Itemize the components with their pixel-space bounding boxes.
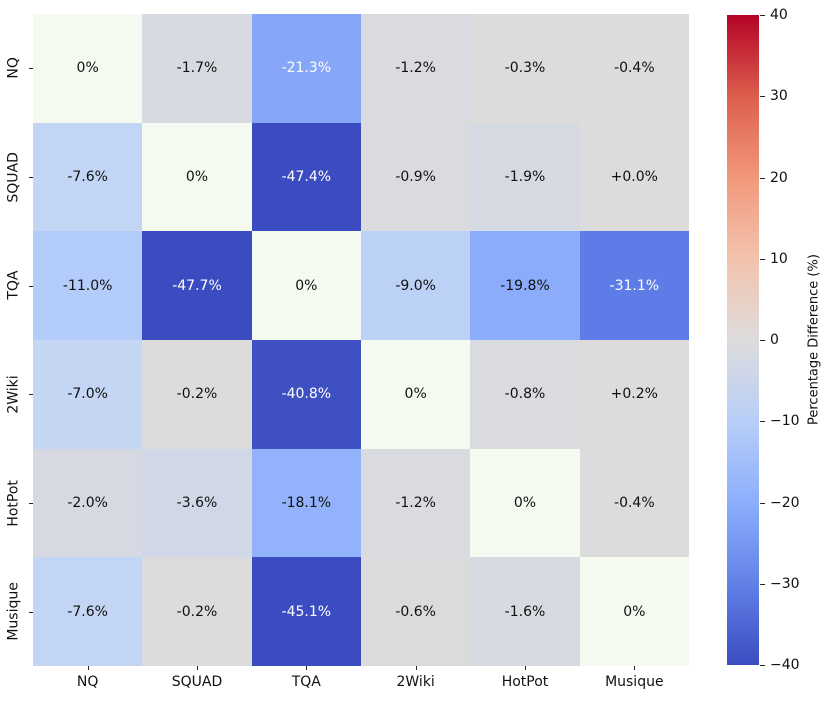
heatmap-cell: -11.0% (33, 231, 143, 340)
heatmap-cell: -0.8% (470, 339, 580, 449)
heatmap-cell: -7.6% (33, 122, 143, 232)
heatmap-cell: -9.0% (361, 231, 471, 340)
heatmap-cell: -0.2% (142, 557, 252, 666)
y-axis-label: HotPot (5, 479, 22, 527)
heatmap-cell: -3.6% (142, 448, 252, 558)
x-axis-tick (87, 666, 89, 670)
y-axis-tick (29, 177, 33, 178)
heatmap-cell: 0% (470, 448, 580, 558)
colorbar-tick (760, 421, 765, 423)
heatmap-cell: -1.7% (142, 14, 252, 123)
heatmap-cell: -45.1% (251, 557, 361, 666)
y-axis-label: NQ (5, 57, 22, 80)
heatmap-cell: 0% (142, 122, 252, 232)
heatmap-cell: -0.2% (142, 339, 252, 449)
colorbar-tick (760, 340, 765, 341)
heatmap-cell: -21.3% (251, 14, 361, 123)
colorbar-tick-label: −30 (770, 575, 800, 592)
colorbar-tick-label: −10 (770, 413, 800, 430)
heatmap-cell: -47.7% (142, 231, 252, 340)
heatmap-cell: -2.0% (33, 448, 143, 558)
colorbar-tick (760, 665, 765, 666)
heatmap-cell: -1.9% (470, 122, 580, 232)
y-axis-tick (29, 611, 33, 613)
heatmap-cell: -0.4% (579, 448, 689, 558)
x-axis-tick (525, 666, 526, 670)
heatmap-cell: -7.0% (33, 339, 143, 449)
heatmap-cell: 0% (361, 339, 471, 449)
x-axis-label: HotPot (501, 674, 549, 690)
x-axis-tick (306, 666, 308, 670)
y-axis-tick (29, 394, 33, 396)
colorbar-tick (760, 15, 765, 16)
x-axis-label: NQ (76, 674, 99, 690)
y-axis-tick (29, 285, 33, 287)
x-axis-tick (197, 666, 198, 670)
heatmap-cell: -31.1% (579, 231, 689, 340)
colorbar-axis-label: Percentage Difference (%) (806, 254, 822, 426)
x-axis-tick (415, 666, 417, 670)
heatmap-cell: -1.2% (361, 14, 471, 123)
heatmap-cell: +0.2% (579, 339, 689, 449)
x-axis-label: TQA (291, 674, 321, 690)
colorbar-tick (760, 96, 765, 98)
y-axis-tick (29, 503, 33, 504)
heatmap-cell: -47.4% (251, 122, 361, 232)
heatmap-cell: -19.8% (470, 231, 580, 340)
y-axis-label: 2Wiki (5, 375, 22, 414)
heatmap-cell: -7.6% (33, 557, 143, 666)
colorbar-tick (760, 583, 765, 585)
heatmap-cell: -0.3% (470, 14, 580, 123)
colorbar-tick-label: 0 (770, 332, 779, 348)
heatmap-cell: -0.9% (361, 122, 471, 232)
y-axis-tick (29, 68, 33, 70)
heatmap-cell: 0% (33, 14, 143, 123)
colorbar-tick (760, 258, 765, 260)
colorbar-tick-label: −20 (770, 494, 800, 511)
heatmap-grid: 0% -1.7% -21.3% -1.2% -0.3% -0.4% -7.6% 0% -47.4… (33, 14, 689, 666)
colorbar-tick (760, 177, 765, 179)
heatmap-cell: -1.6% (470, 557, 580, 666)
colorbar-tick-label: −40 (770, 657, 800, 673)
x-axis-tick (634, 666, 636, 670)
x-axis-label: Musique (605, 674, 664, 690)
heatmap-cell: -18.1% (251, 448, 361, 558)
colorbar-tick-label: 20 (770, 169, 788, 186)
x-axis-label: SQUAD (171, 674, 223, 690)
colorbar-tick-label: 10 (770, 250, 788, 267)
colorbar-tick-label: 30 (770, 88, 788, 105)
colorbar-tick-label: 40 (770, 7, 788, 23)
colorbar-gradient (727, 15, 759, 665)
heatmap-cell: -1.2% (361, 448, 471, 558)
heatmap-cell: -0.6% (361, 557, 471, 666)
heatmap-cell: 0% (251, 231, 361, 340)
y-axis-label: Musique (5, 582, 22, 641)
y-axis-label: SQUAD (5, 151, 22, 203)
heatmap-cell: -40.8% (251, 339, 361, 449)
y-axis-label: TQA (5, 271, 22, 301)
heatmap-cell: -0.4% (579, 14, 689, 123)
heatmap-cell: 0% (579, 557, 689, 666)
colorbar-tick (760, 502, 765, 504)
x-axis-label: 2Wiki (396, 674, 435, 690)
heatmap-cell: +0.0% (579, 122, 689, 232)
